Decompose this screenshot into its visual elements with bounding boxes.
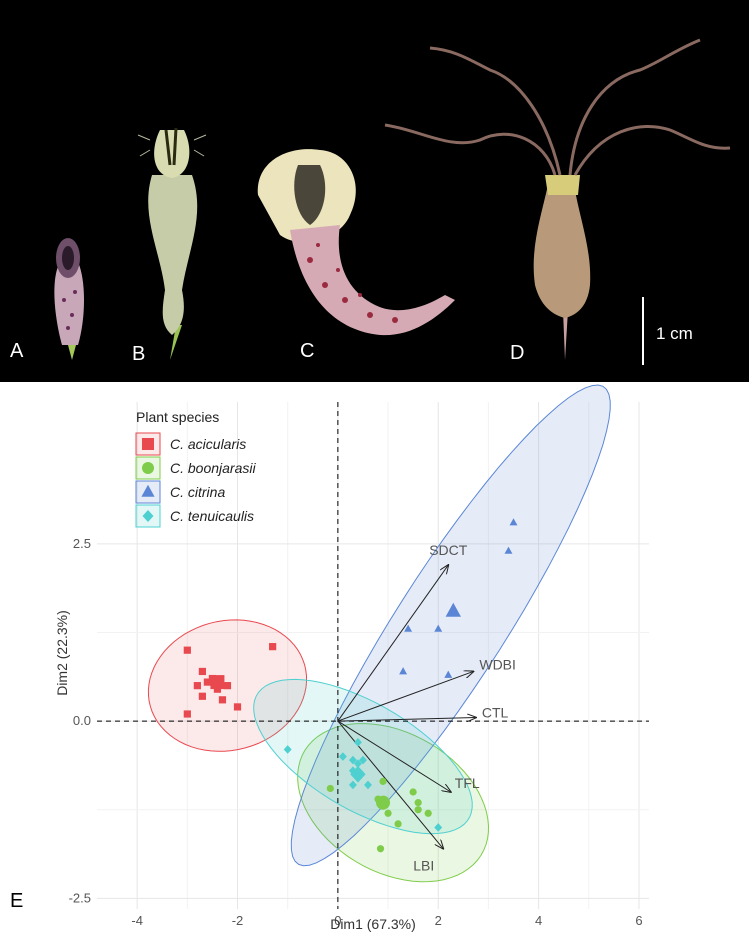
point-diamond <box>283 745 292 754</box>
x-tick-label: 2 <box>435 913 442 928</box>
x-tick-label: -2 <box>232 913 244 928</box>
legend-marker-triangle <box>141 484 155 497</box>
point-circle <box>376 845 385 853</box>
data-points <box>183 518 518 853</box>
point-diamond <box>353 738 362 747</box>
point-circle <box>394 820 402 828</box>
point-circle <box>326 784 334 793</box>
point-triangle <box>404 624 413 632</box>
panel-label-d: D <box>510 342 525 364</box>
scale-bar-label: 1 cm <box>656 324 693 343</box>
y-tick-label: 0.0 <box>73 713 91 728</box>
point-square <box>193 682 201 690</box>
legend-marker-diamond <box>142 510 154 522</box>
legend-label: C. tenuicaulis <box>170 508 254 524</box>
point-square <box>218 696 227 704</box>
point-circle <box>424 809 432 817</box>
point-square <box>269 643 277 651</box>
point-diamond <box>364 780 372 790</box>
y-axis-title: Dim2 (22.3%) <box>54 610 70 696</box>
point-circle <box>414 799 422 807</box>
point-square <box>223 682 232 690</box>
point-triangle <box>504 546 513 554</box>
legend-marker-circle <box>142 462 154 474</box>
flower-a-image <box>54 238 84 360</box>
point-square <box>198 667 206 676</box>
point-diamond <box>353 759 362 768</box>
point-diamond <box>359 755 367 765</box>
point-triangle <box>444 670 453 678</box>
x-tick-label: 4 <box>535 913 542 928</box>
flower-d-image <box>384 38 731 360</box>
point-diamond <box>348 780 357 790</box>
panel-label-a: A <box>10 340 24 362</box>
x-tick-label: 0 <box>334 913 341 928</box>
vector-label-wdbi: WDBI <box>479 656 516 672</box>
point-diamond <box>348 766 357 776</box>
flower-c-image <box>257 149 455 336</box>
legend: Plant species C. acicularis C. boonjarasi… <box>135 409 256 528</box>
panel-label-c: C <box>300 340 315 362</box>
x-tick-label: -4 <box>131 913 143 928</box>
centroid-circle <box>376 795 391 810</box>
x-axis-title: Dim1 (67.3%) <box>330 916 416 932</box>
point-square <box>183 646 191 654</box>
centroid-diamond <box>350 765 366 783</box>
point-triangle <box>509 518 518 526</box>
point-square <box>198 692 206 700</box>
vector-wdbi <box>337 671 473 722</box>
y-tick-label: 2.5 <box>73 536 91 551</box>
point-triangle <box>399 667 408 675</box>
point-square <box>203 678 211 686</box>
centroid-triangle <box>445 602 461 617</box>
legend-label: C. acicularis <box>170 436 246 452</box>
point-square <box>183 710 191 718</box>
vector-ctl <box>337 718 476 722</box>
panel-label-e: E <box>10 890 24 912</box>
pca-biplot: SDCT WDBI CTL TFL LBI -4 -2 0 2 4 6 -2.5 0.0 2.5 Dim… <box>54 384 649 932</box>
ellipse-c-citrina <box>290 384 611 867</box>
flower-photo-panel: A B C D 1 cm <box>0 0 749 382</box>
point-diamond <box>348 755 357 765</box>
plot-panel <box>97 402 649 909</box>
point-square <box>213 685 222 693</box>
point-circle <box>414 806 422 814</box>
vector-label-tfl: TFL <box>455 775 480 791</box>
vector-sdct <box>337 565 448 722</box>
legend-title: Plant species <box>136 409 219 425</box>
point-triangle <box>434 624 443 632</box>
point-diamond <box>434 823 443 832</box>
panel-label-b: B <box>132 343 146 365</box>
point-circle <box>409 788 417 796</box>
point-diamond <box>338 752 347 761</box>
vector-label-ctl: CTL <box>482 705 509 721</box>
axis-ticks: -4 -2 0 2 4 6 -2.5 0.0 2.5 <box>69 536 643 928</box>
point-square <box>233 703 242 711</box>
x-tick-label: 6 <box>635 913 642 928</box>
legend-label: C. citrina <box>170 484 225 500</box>
centroid-square <box>210 675 225 690</box>
point-circle <box>384 809 392 817</box>
vector-tfl <box>337 720 451 792</box>
flower-b-image <box>137 127 207 360</box>
point-circle <box>379 777 387 785</box>
y-tick-label: -2.5 <box>69 890 91 905</box>
vector-label-lbi: LBI <box>413 858 434 874</box>
flower-photos <box>54 38 731 365</box>
legend-label: C. boonjarasii <box>170 460 256 476</box>
legend-marker-square <box>142 438 154 450</box>
zero-lines <box>97 402 649 909</box>
vector-label-sdct: SDCT <box>429 542 468 558</box>
variable-vectors: SDCT WDBI CTL TFL LBI <box>337 542 516 874</box>
